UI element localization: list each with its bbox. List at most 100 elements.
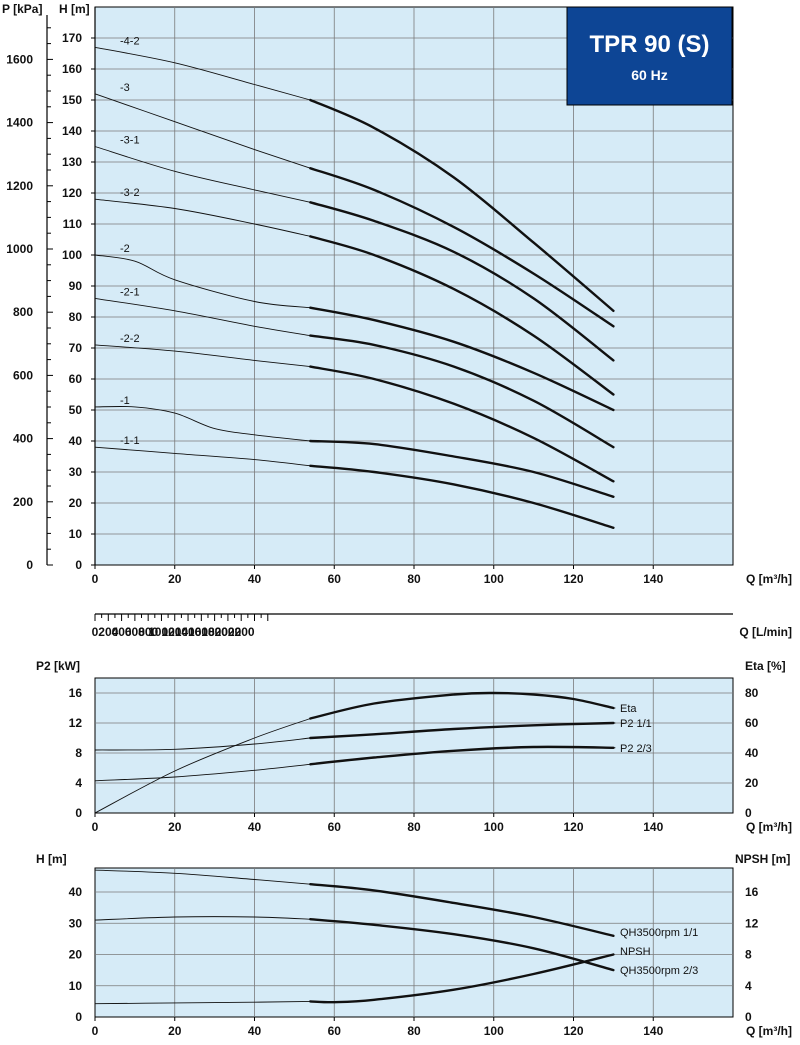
head-h-tick-label: 60 — [69, 372, 83, 386]
lmin-axis-label: Q [L/min] — [739, 625, 792, 639]
power-x-tick-label: 140 — [643, 820, 663, 834]
lmin-tick-label: 400 — [112, 625, 132, 639]
head-line-3-operating — [309, 167, 615, 328]
head-line-2-extended — [94, 254, 311, 309]
head-p-tick-label: 600 — [13, 368, 33, 382]
npsh-series-label-qh3500rpm-2-3: QH3500rpm 2/3 — [620, 965, 698, 977]
lmin-tick-label: 0 — [92, 625, 99, 639]
head-h-tick-label: 50 — [69, 403, 83, 417]
npsh-x-tick-label: 100 — [484, 1024, 504, 1038]
power-line-p2-1-1-operating — [309, 721, 615, 740]
npsh-h-tick-label: 40 — [69, 885, 83, 899]
head-p-tick-label: 0 — [26, 558, 33, 572]
head-h-tick-label: 20 — [69, 496, 83, 510]
head-x-tick-label: 0 — [92, 572, 99, 586]
head-p-axis-label: P [kPa] — [2, 2, 42, 16]
npsh-x-tick-label: 20 — [168, 1024, 182, 1038]
npsh-x-tick-label: 40 — [248, 1024, 262, 1038]
lmin-tick-label: 200 — [98, 625, 118, 639]
head-h-tick-label: 80 — [69, 310, 83, 324]
npsh-npsh-tick-label: 12 — [745, 916, 759, 930]
head-h-tick-label: 140 — [62, 124, 82, 138]
head-x-tick-label: 120 — [563, 572, 583, 586]
head-series-label-1: -1 — [120, 395, 130, 407]
power-eta-tick-label: 80 — [745, 686, 759, 700]
npsh-x-tick-label: 120 — [563, 1024, 583, 1038]
power-series-label-eta: Eta — [620, 703, 637, 715]
lmin-tick-label: 1800 — [201, 625, 228, 639]
npsh-x-tick-label: 0 — [92, 1024, 99, 1038]
head-line-4-2-operating — [309, 98, 615, 312]
head-x-tick-label: 100 — [484, 572, 504, 586]
head-line-3-2-extended — [94, 198, 311, 237]
npsh-x-tick-label: 60 — [328, 1024, 342, 1038]
power-x-axis-label: Q [m³/h] — [746, 820, 792, 834]
head-line-3-1-extended — [94, 146, 311, 203]
npsh-line-qh3500rpm-1-1-extended — [94, 869, 311, 885]
power-p2-tick-label: 0 — [75, 806, 82, 820]
power-x-tick-label: 60 — [328, 820, 342, 834]
flow-lmin-axis: 0 200400600800100012001400160018002000220… — [92, 613, 792, 639]
head-x-tick-label: 40 — [248, 572, 262, 586]
head-line-3-1-operating — [309, 201, 615, 362]
head-line-1-operating — [309, 439, 615, 498]
head-line-3-2-operating — [309, 235, 615, 396]
power-line-p2-2-3-operating — [309, 745, 615, 766]
npsh-npsh-axis-label: NPSH [m] — [735, 852, 790, 866]
lmin-tick-label: 2200 — [228, 625, 255, 639]
head-h-tick-label: 170 — [62, 31, 82, 45]
power-p2-axis-label: P2 [kW] — [36, 659, 80, 673]
banner-background — [566, 6, 733, 106]
head-p-tick-label: 200 — [13, 495, 33, 509]
lmin-tick-label: 1200 — [161, 625, 188, 639]
power-eta-tick-label: 40 — [745, 746, 759, 760]
head-line-1-1-operating — [309, 464, 615, 529]
lmin-tick-label: 1000 — [148, 625, 175, 639]
npsh-line-qh3500rpm-2-3-extended — [94, 916, 311, 921]
npsh-x-tick-label: 80 — [407, 1024, 421, 1038]
power-eta-tick-label: 0 — [745, 806, 752, 820]
power-series-label-p2-1-1: P2 1/1 — [620, 718, 652, 730]
npsh-h-axis-label: H [m] — [36, 852, 67, 866]
head-h-tick-label: 30 — [69, 465, 83, 479]
head-line-2-2-operating — [309, 365, 615, 483]
head-h-tick-label: 70 — [69, 341, 83, 355]
head-x-tick-label: 80 — [407, 572, 421, 586]
power-p2-tick-label: 12 — [69, 716, 83, 730]
head-series-label-1-1: -1-1 — [120, 435, 140, 447]
power-p2-tick-label: 4 — [75, 776, 82, 790]
head-line-4-2-extended — [94, 46, 311, 101]
npsh-h-tick-label: 20 — [69, 948, 83, 962]
head-line-3-extended — [94, 93, 311, 169]
head-p-tick-label: 1000 — [6, 242, 33, 256]
head-series-label-2: -2 — [120, 243, 130, 255]
head-line-1-extended — [94, 406, 311, 442]
head-h-axis-label: H [m] — [59, 2, 90, 16]
lmin-tick-label: 800 — [138, 625, 158, 639]
npsh-panel: 0 10 20 30 40 0 4 8 12 16 H [m] NPSH [m] 0 20 40 60 80 10… — [36, 852, 792, 1038]
head-p-tick-label: 1200 — [6, 179, 33, 193]
banner-title: TPR 90 (S) — [589, 31, 709, 58]
head-h-tick-label: 120 — [62, 186, 82, 200]
head-h-tick-label: 150 — [62, 93, 82, 107]
model-banner: TPR 90 (S) 60 Hz — [566, 6, 733, 106]
head-x-tick-label: 140 — [643, 572, 663, 586]
npsh-x-axis-label: Q [m³/h] — [746, 1024, 792, 1038]
npsh-h-tick-label: 10 — [69, 979, 83, 993]
npsh-npsh-tick-label: 4 — [745, 979, 752, 993]
npsh-npsh-tick-label: 0 — [745, 1010, 752, 1024]
power-eta-tick-label: 60 — [745, 716, 759, 730]
head-series-label-3: -3 — [120, 82, 130, 94]
power-x-tick-label: 120 — [563, 820, 583, 834]
head-h-tick-label: 90 — [69, 279, 83, 293]
head-h-tick-label: 130 — [62, 155, 82, 169]
npsh-line-npsh-extended — [94, 1000, 311, 1005]
head-p-tick-label: 800 — [13, 305, 33, 319]
banner-subtitle: 60 Hz — [631, 67, 668, 83]
head-h-tick-label: 0 — [75, 558, 82, 572]
npsh-h-tick-label: 30 — [69, 916, 83, 930]
head-p-tick-label: 1600 — [6, 52, 33, 66]
head-line-2-2-extended — [94, 344, 311, 368]
power-panel: 0 4 8 12 16 0 20 40 60 80 P2 [kW] Eta [%] 0 20 40 60 80 1… — [36, 659, 792, 834]
